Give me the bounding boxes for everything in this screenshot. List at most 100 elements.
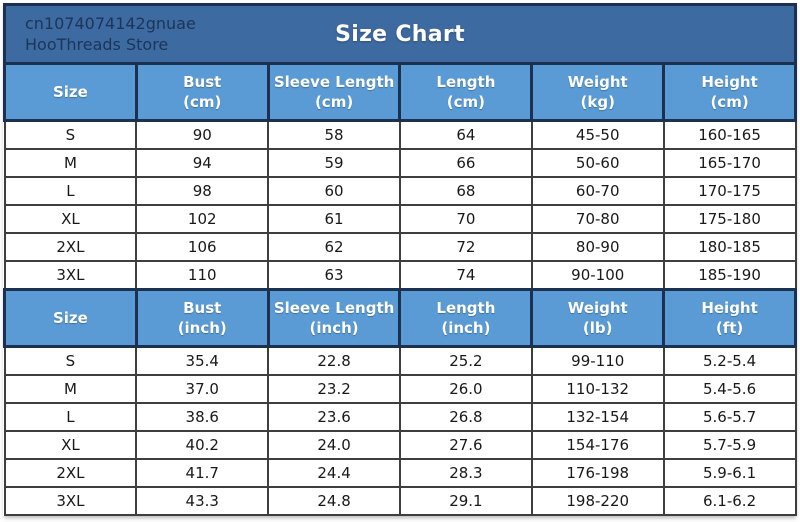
page-title: Size Chart	[335, 21, 465, 47]
value-cell: 70-80	[530, 204, 665, 234]
value-cell: 6.1-6.2	[662, 486, 797, 516]
col-header-unit: (cm)	[446, 93, 486, 111]
value-cell: 43.3	[135, 486, 270, 516]
data-row: M 94 59 66 50-60 165-170	[3, 148, 797, 178]
value-cell: 99-110	[530, 345, 665, 376]
value-cell: 74	[398, 260, 533, 291]
value-cell: 180-185	[662, 232, 797, 262]
value-cell: 5.2-5.4	[662, 345, 797, 376]
col-header-height-cm: Height (cm)	[662, 62, 797, 122]
size-cell: M	[3, 374, 138, 404]
value-cell: 60-70	[530, 176, 665, 206]
value-cell: 5.4-5.6	[662, 374, 797, 404]
value-cell: 64	[398, 119, 533, 150]
unit-header-row-0: Size Bust (cm) Sleeve Length (cm) Length (cm) W…	[3, 62, 797, 122]
col-header-unit: (inch)	[441, 319, 491, 337]
size-cell: 2XL	[3, 458, 138, 488]
data-row: L 38.6 23.6 26.8 132-154 5.6-5.7	[3, 402, 797, 432]
value-cell: 160-165	[662, 119, 797, 150]
value-cell: 106	[135, 232, 270, 262]
value-cell: 37.0	[135, 374, 270, 404]
size-cell: L	[3, 176, 138, 206]
value-cell: 5.9-6.1	[662, 458, 797, 488]
value-cell: 24.4	[267, 458, 401, 488]
col-header-sleeve-length-cm: Sleeve Length (cm)	[266, 62, 402, 122]
data-row: XL 40.2 24.0 27.6 154-176 5.7-5.9	[3, 430, 797, 460]
size-table-body: cn1074074142gnuae HooThreads Store Size …	[3, 3, 797, 516]
data-row: S 90 58 64 45-50 160-165	[3, 119, 797, 150]
value-cell: 165-170	[662, 148, 797, 178]
value-cell: 40.2	[135, 430, 270, 460]
value-cell: 24.8	[267, 486, 401, 516]
value-cell: 70	[398, 204, 533, 234]
col-header-weight-kg: Weight (kg)	[530, 62, 666, 122]
value-cell: 26.8	[398, 402, 533, 432]
size-cell: S	[3, 345, 138, 376]
size-cell: L	[3, 402, 138, 432]
value-cell: 68	[398, 176, 533, 206]
value-cell: 45-50	[530, 119, 665, 150]
col-header-weight-lb: Weight (lb)	[530, 288, 666, 348]
value-cell: 22.8	[267, 345, 401, 376]
data-row: 2XL 41.7 24.4 28.3 176-198 5.9-6.1	[3, 458, 797, 488]
col-header-unit: (cm)	[710, 93, 749, 111]
col-header-unit: (inch)	[177, 319, 227, 337]
col-header-sleeve-length-inch: Sleeve Length (inch)	[266, 288, 402, 348]
store-info: cn1074074142gnuae HooThreads Store	[25, 13, 196, 55]
col-header-bust-inch: Bust (inch)	[134, 288, 270, 348]
size-cell: M	[3, 148, 138, 178]
col-header-label: Sleeve Length	[273, 298, 395, 317]
col-header-size: Size	[3, 62, 138, 122]
value-cell: 38.6	[135, 402, 270, 432]
data-row: M 37.0 23.2 26.0 110-132 5.4-5.6	[3, 374, 797, 404]
value-cell: 58	[267, 119, 401, 150]
title-band: cn1074074142gnuae HooThreads Store Size …	[3, 3, 797, 65]
size-cell: XL	[3, 430, 138, 460]
value-cell: 23.6	[267, 402, 401, 432]
data-row: 3XL 43.3 24.8 29.1 198-220 6.1-6.2	[3, 486, 797, 516]
col-header-label: Bust	[183, 72, 222, 91]
col-header-label: Length	[436, 298, 496, 317]
value-cell: 63	[267, 260, 401, 291]
size-cell: 3XL	[3, 486, 138, 516]
col-header-size: Size	[3, 288, 138, 348]
value-cell: 60	[267, 176, 401, 206]
data-row: 2XL 106 62 72 80-90 180-185	[3, 232, 797, 262]
col-header-unit: (lb)	[582, 319, 613, 337]
value-cell: 25.2	[398, 345, 533, 376]
data-row: L 98 60 68 60-70 170-175	[3, 176, 797, 206]
value-cell: 72	[398, 232, 533, 262]
value-cell: 28.3	[398, 458, 533, 488]
col-header-length-inch: Length (inch)	[398, 288, 534, 348]
col-header-label: Sleeve Length	[273, 72, 395, 91]
size-cell: XL	[3, 204, 138, 234]
value-cell: 26.0	[398, 374, 533, 404]
value-cell: 170-175	[662, 176, 797, 206]
title-band-row: cn1074074142gnuae HooThreads Store Size …	[3, 3, 797, 65]
value-cell: 62	[267, 232, 401, 262]
value-cell: 94	[135, 148, 270, 178]
size-cell: 3XL	[3, 260, 138, 291]
col-header-bust-cm: Bust (cm)	[134, 62, 270, 122]
col-header-label: Weight	[567, 298, 628, 317]
value-cell: 102	[135, 204, 270, 234]
col-header-label: Length	[436, 72, 496, 91]
col-header-label: Bust	[183, 298, 222, 317]
col-header-label: Weight	[567, 72, 628, 91]
value-cell: 61	[267, 204, 401, 234]
col-header-unit: (kg)	[580, 93, 615, 111]
store-id: cn1074074142gnuae	[25, 13, 196, 33]
value-cell: 29.1	[398, 486, 533, 516]
value-cell: 90-100	[530, 260, 665, 291]
value-cell: 5.6-5.7	[662, 402, 797, 432]
value-cell: 90	[135, 119, 270, 150]
col-header-label: Size	[52, 308, 88, 327]
value-cell: 5.7-5.9	[662, 430, 797, 460]
value-cell: 35.4	[135, 345, 270, 376]
value-cell: 80-90	[530, 232, 665, 262]
data-row: 3XL 110 63 74 90-100 185-190	[3, 260, 797, 291]
data-row: S 35.4 22.8 25.2 99-110 5.2-5.4	[3, 345, 797, 376]
value-cell: 110	[135, 260, 270, 291]
value-cell: 198-220	[530, 486, 665, 516]
